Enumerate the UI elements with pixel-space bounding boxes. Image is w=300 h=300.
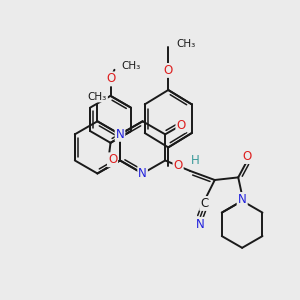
Text: N: N — [138, 167, 147, 180]
Text: O: O — [164, 64, 173, 77]
Text: N: N — [116, 128, 124, 141]
Text: H: H — [191, 154, 200, 167]
Text: O: O — [243, 150, 252, 163]
Text: N: N — [238, 193, 247, 206]
Text: N: N — [238, 193, 247, 206]
Text: CH₃: CH₃ — [88, 92, 107, 101]
Text: O: O — [106, 72, 115, 86]
Text: O: O — [173, 159, 183, 172]
Text: O: O — [108, 153, 117, 166]
Text: C: C — [200, 197, 208, 210]
Text: N: N — [196, 218, 205, 231]
Text: CH₃: CH₃ — [121, 61, 140, 71]
Text: CH₃: CH₃ — [176, 39, 195, 49]
Text: O: O — [176, 119, 186, 132]
